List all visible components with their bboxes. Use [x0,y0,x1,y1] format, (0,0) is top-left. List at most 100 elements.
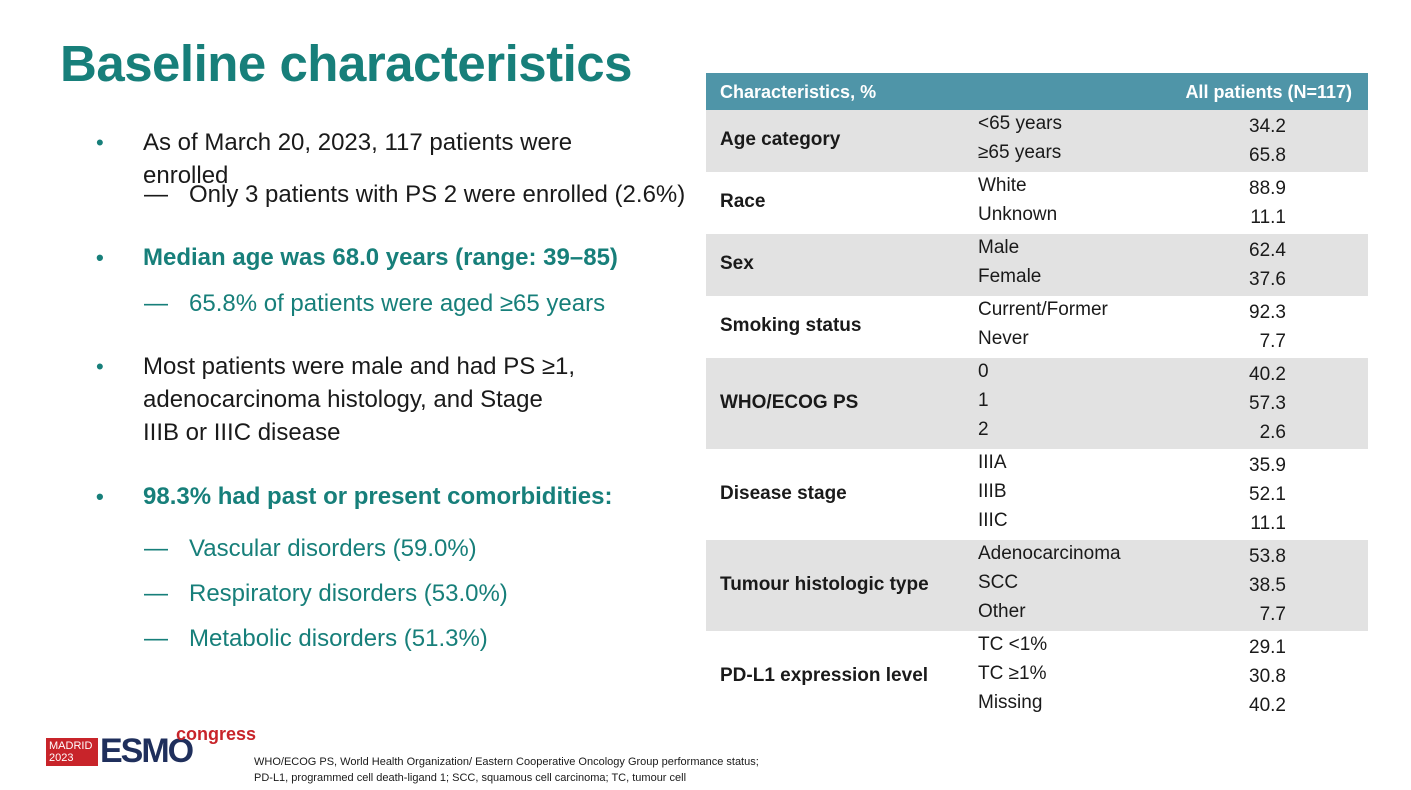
table-group: Disease stage IIIA 35.9 IIIB 52.1 IIIC 11.1 [706,449,1368,540]
row-value: 35.9 [1249,455,1286,476]
table-group: Race White 88.9 Unknown 11.1 [706,172,1368,234]
row-value: 29.1 [1249,637,1286,658]
group-label: PD-L1 expression level [720,664,929,686]
table-row: TC <1% 29.1 [706,634,1368,663]
table-row: Female 37.6 [706,266,1368,295]
bullet-text: Most patients were male and had PS ≥1, a… [143,353,576,446]
row-value: 30.8 [1249,666,1286,687]
group-label: Disease stage [720,482,847,504]
footnote-line: WHO/ECOG PS, World Health Organization/ … [254,756,759,768]
table-row: Current/Former 92.3 [706,299,1368,328]
table-body: Age category <65 years 34.2 ≥65 years 65.8 Ra… [706,110,1368,722]
row-value: 38.5 [1249,575,1286,596]
dash-icon: — [144,290,168,317]
table-row: ≥65 years 65.8 [706,142,1368,171]
sub-bullet-text: Only 3 patients with PS 2 were enrolled … [189,181,686,208]
page-title: Baseline characteristics [60,35,633,92]
dash-icon: — [144,181,168,208]
baseline-table: Characteristics, % All patients (N=117) … [706,73,1368,722]
bullet-icon: • [96,354,104,379]
group-label: Smoking status [720,315,862,336]
table-group: Age category <65 years 34.2 ≥65 years 65.8 [706,110,1368,172]
row-category: IIIA [978,452,1007,473]
row-category: Female [978,266,1042,287]
table-row: 2 2.6 [706,419,1368,448]
row-value: 53.8 [1249,546,1286,567]
row-category: Unknown [978,204,1058,225]
table-row: IIIA 35.9 [706,452,1368,481]
logo-city-badge: MADRID 2023 [46,738,98,766]
row-category: TC ≥1% [978,663,1047,684]
row-value: 34.2 [1249,116,1286,137]
row-value: 37.6 [1249,269,1286,290]
row-value: 65.8 [1249,145,1286,166]
table-row: TC ≥1% 30.8 [706,663,1368,692]
row-category: SCC [978,572,1019,593]
logo-suffix: congress [176,724,257,744]
table-row: Missing 40.2 [706,692,1368,721]
bullet-text: As of March 20, 2023, 117 patients were … [143,129,573,189]
bullet-text: 98.3% had past or present comorbidities: [143,483,613,510]
row-value: 40.2 [1249,695,1286,716]
esmo-logo: MADRID 2023 ESMO congress [46,724,256,772]
table-header: Characteristics, % All patients (N=117) [706,73,1368,110]
dash-icon: — [144,580,168,607]
table-group: Sex Male 62.4 Female 37.6 [706,234,1368,296]
table-row: 0 40.2 [706,361,1368,390]
logo-brand: ESMO [100,732,194,770]
logo-city: MADRID [49,740,93,752]
row-value: 11.1 [1250,207,1286,228]
group-label: Sex [720,253,754,274]
table-row: Unknown 11.1 [706,204,1368,233]
table-row: IIIC 11.1 [706,510,1368,539]
header-all-patients: All patients (N=117) [1185,82,1352,102]
row-category: IIIC [978,510,1008,531]
logo-year: 2023 [49,752,74,764]
row-value: 62.4 [1249,240,1286,261]
table-row: Adenocarcinoma 53.8 [706,543,1368,572]
row-category: Missing [978,692,1043,713]
table-row: Other 7.7 [706,601,1368,630]
table-row: 1 57.3 [706,390,1368,419]
row-value: 11.1 [1250,513,1286,534]
group-label: WHO/ECOG PS [720,391,859,413]
row-category: <65 years [978,113,1062,134]
sub-bullet-text: 65.8% of patients were aged ≥65 years [189,290,606,317]
row-category: Adenocarcinoma [978,543,1121,564]
row-value: 92.3 [1249,302,1286,323]
table-group: Smoking status Current/Former 92.3 Never 7.7 [706,296,1368,358]
footnote: WHO/ECOG PS, World Health Organization/ … [254,754,759,786]
row-value: 7.7 [1259,331,1286,352]
table-row: White 88.9 [706,175,1368,204]
table-group: WHO/ECOG PS 0 40.2 1 57.3 2 2.6 [706,358,1368,449]
row-value: 7.7 [1259,604,1286,625]
row-category: White [978,175,1027,196]
footnote-line: PD-L1, programmed cell death-ligand 1; S… [254,772,687,784]
group-label: Tumour histologic type [720,573,929,595]
table-row: Male 62.4 [706,237,1368,266]
row-category: Never [978,328,1029,349]
sub-bullet-text: Metabolic disorders (51.3%) [189,625,488,652]
row-category: Male [978,237,1020,258]
header-characteristics: Characteristics, % [720,82,877,102]
bullet-icon: • [96,484,104,509]
group-label: Race [720,191,766,212]
dash-icon: — [144,535,168,562]
table-group: Tumour histologic type Adenocarcinoma 53.8… [706,540,1368,631]
table-row: IIIB 52.1 [706,481,1368,510]
row-value: 2.6 [1259,422,1286,443]
row-category: 1 [978,390,989,411]
row-category: Other [978,601,1026,622]
row-category: TC <1% [978,634,1048,655]
sub-bullet-text: Respiratory disorders (53.0%) [189,580,508,607]
row-category: 0 [978,361,989,382]
bullet-text: Median age was 68.0 years (range: 39–85) [143,244,618,271]
row-value: 57.3 [1249,393,1286,414]
bullet-icon: • [96,245,104,270]
row-value: 52.1 [1249,484,1286,505]
table-group: PD-L1 expression level TC <1% 29.1 TC ≥1% 30… [706,631,1368,722]
bullet-icon: • [96,130,104,155]
row-category: IIIB [978,481,1007,502]
row-value: 40.2 [1249,364,1286,385]
table-row: SCC 38.5 [706,572,1368,601]
